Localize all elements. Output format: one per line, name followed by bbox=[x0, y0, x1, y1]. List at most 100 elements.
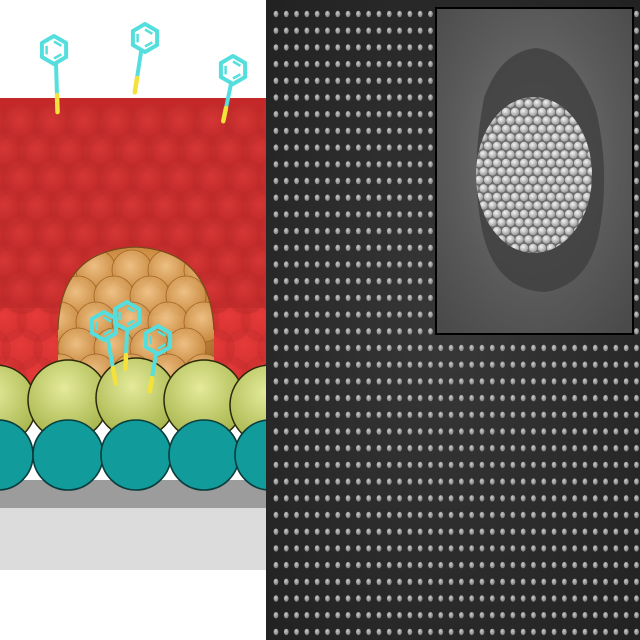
array-dot bbox=[448, 495, 454, 502]
array-dot bbox=[448, 411, 454, 418]
cluster-sphere bbox=[533, 133, 542, 142]
array-dot bbox=[325, 294, 330, 302]
array-dot bbox=[294, 628, 299, 636]
array-dot bbox=[335, 144, 341, 151]
array-dot bbox=[314, 111, 320, 118]
array-dot bbox=[283, 44, 289, 51]
array-dot bbox=[407, 628, 413, 636]
array-dot bbox=[356, 127, 361, 135]
cluster-sphere bbox=[560, 133, 569, 142]
array-dot bbox=[366, 60, 372, 68]
array-dot bbox=[366, 578, 372, 585]
cluster-sphere bbox=[560, 150, 569, 159]
array-dot bbox=[314, 144, 320, 151]
array-dot bbox=[345, 10, 351, 18]
cluster-sphere bbox=[528, 226, 538, 236]
array-dot bbox=[345, 294, 351, 302]
array-dot bbox=[376, 294, 382, 302]
array-dot bbox=[314, 328, 320, 335]
array-dot bbox=[582, 461, 588, 469]
cluster-sphere bbox=[555, 192, 565, 202]
array-dot bbox=[273, 528, 279, 535]
nanoparticle bbox=[168, 419, 240, 491]
array-dot bbox=[397, 445, 402, 452]
array-dot bbox=[489, 344, 495, 352]
array-dot bbox=[592, 495, 598, 502]
array-dot bbox=[448, 511, 454, 519]
array-dot bbox=[489, 612, 495, 619]
array-dot bbox=[417, 361, 423, 368]
array-dot bbox=[500, 378, 505, 385]
array-dot bbox=[572, 361, 578, 368]
thiol-linker bbox=[54, 92, 60, 115]
array-dot bbox=[603, 578, 608, 585]
array-dot bbox=[335, 261, 341, 268]
cluster-sphere bbox=[569, 167, 578, 176]
array-dot bbox=[613, 344, 619, 352]
array-dot bbox=[325, 211, 330, 218]
array-dot bbox=[283, 394, 289, 402]
array-dot bbox=[283, 378, 289, 385]
array-dot bbox=[376, 227, 382, 235]
array-dot bbox=[356, 528, 361, 535]
cluster-sphere bbox=[587, 167, 592, 176]
array-dot bbox=[438, 511, 444, 519]
array-dot bbox=[603, 595, 608, 602]
array-dot bbox=[479, 378, 485, 385]
array-dot bbox=[273, 227, 279, 235]
array-dot bbox=[428, 445, 433, 452]
array-dot bbox=[294, 227, 299, 235]
dot-array bbox=[273, 10, 639, 636]
cluster-sphere bbox=[524, 99, 533, 108]
array-dot bbox=[500, 628, 505, 636]
array-dot bbox=[531, 445, 536, 452]
array-dot bbox=[314, 60, 320, 68]
array-dot bbox=[397, 595, 402, 602]
array-dot bbox=[510, 411, 516, 418]
array-dot bbox=[304, 111, 310, 118]
array-dot bbox=[459, 445, 464, 452]
array-dot bbox=[489, 411, 495, 418]
array-dot bbox=[572, 428, 578, 435]
array-dot bbox=[376, 27, 382, 34]
array-dot bbox=[531, 545, 536, 552]
array-dot bbox=[314, 177, 320, 185]
array-dot bbox=[397, 561, 402, 569]
array-dot bbox=[283, 411, 289, 418]
array-dot bbox=[356, 77, 361, 85]
array-dot bbox=[376, 77, 382, 85]
cluster-sphere bbox=[479, 201, 488, 210]
array-dot bbox=[562, 578, 567, 585]
array-dot bbox=[386, 294, 392, 302]
array-dot bbox=[417, 445, 423, 452]
array-dot bbox=[634, 328, 639, 335]
array-dot bbox=[376, 578, 382, 585]
array-dot bbox=[376, 161, 382, 168]
array-dot bbox=[294, 561, 299, 569]
array-dot bbox=[366, 545, 372, 552]
cluster-sphere bbox=[515, 116, 524, 125]
array-dot bbox=[376, 612, 382, 619]
array-dot bbox=[582, 528, 588, 535]
array-dot bbox=[500, 561, 505, 569]
array-dot bbox=[273, 161, 279, 168]
array-dot bbox=[541, 511, 547, 519]
array-dot bbox=[459, 461, 464, 469]
array-dot bbox=[273, 127, 279, 135]
array-dot bbox=[417, 77, 423, 85]
cluster-sphere bbox=[528, 158, 538, 168]
array-dot bbox=[325, 244, 330, 251]
array-dot bbox=[304, 328, 310, 335]
array-dot bbox=[407, 94, 413, 101]
array-dot bbox=[304, 127, 310, 135]
sem-micrograph-panel bbox=[266, 0, 640, 640]
cluster-sphere bbox=[492, 124, 502, 134]
array-dot bbox=[397, 261, 402, 268]
cluster-sphere bbox=[510, 175, 520, 185]
array-dot bbox=[356, 495, 361, 502]
array-dot bbox=[469, 394, 475, 402]
array-dot bbox=[531, 411, 536, 418]
array-dot bbox=[304, 194, 310, 201]
array-dot bbox=[314, 261, 320, 268]
array-dot bbox=[438, 344, 444, 352]
